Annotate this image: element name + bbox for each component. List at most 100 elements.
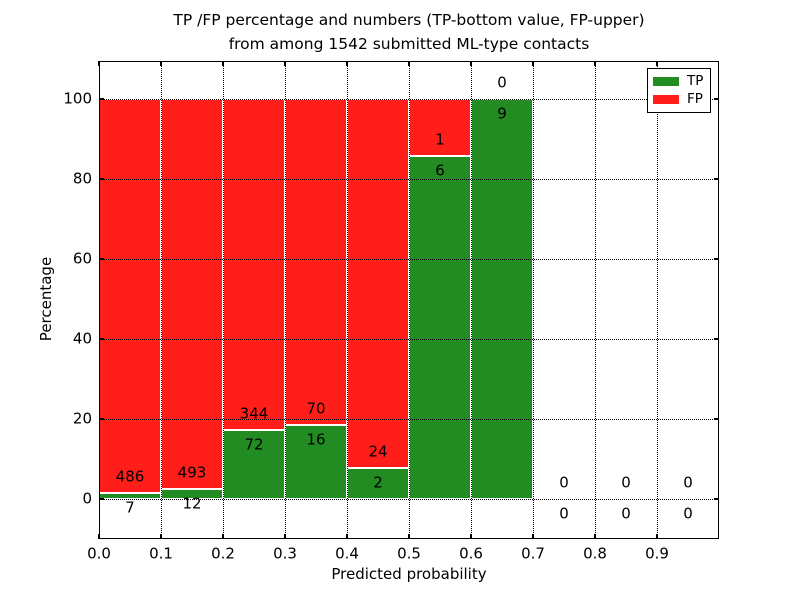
x-tick-top-0.9 — [656, 61, 658, 66]
legend-label-fp: FP — [687, 90, 703, 107]
x-tick-label-0.9: 0.9 — [645, 544, 669, 563]
gridline-vertical-0.6 — [470, 61, 472, 539]
legend-swatch-fp — [653, 94, 679, 104]
x-tick-top-0.6 — [470, 61, 472, 66]
plot-area: TP FP 486 7 493 12 344 72 70 16 24 2 1 6 0 9 0 0 0 0 0 0 — [98, 61, 719, 539]
fp-count-label-0.8-0.9: 0 — [621, 473, 631, 492]
x-tick-bottom-0.9 — [656, 534, 658, 539]
gridline-vertical-0.3 — [284, 61, 286, 539]
fp-count-label-0.2-0.3: 344 — [239, 404, 269, 423]
legend-item-fp: FP — [653, 90, 705, 107]
legend-swatch-tp — [653, 77, 679, 87]
y-tick-left-60 — [99, 258, 104, 260]
fp-count-label-0.7-0.8: 0 — [559, 473, 569, 492]
tp-count-label-0.0-0.1: 7 — [125, 498, 135, 517]
x-tick-label-0.1: 0.1 — [149, 544, 173, 563]
x-tick-bottom-0.6 — [470, 534, 472, 539]
x-tick-top-0.8 — [594, 61, 596, 66]
x-tick-top-0.7 — [532, 61, 534, 66]
x-tick-top-0.5 — [408, 61, 410, 66]
x-tick-label-0.4: 0.4 — [335, 544, 359, 563]
fp-count-label-0.4-0.5: 24 — [368, 442, 388, 461]
x-tick-top-0.4 — [346, 61, 348, 66]
x-tick-label-0.0: 0.0 — [87, 544, 111, 563]
tp-count-label-0.7-0.8: 0 — [559, 504, 569, 523]
y-tick-left-40 — [99, 338, 104, 340]
y-tick-right-20 — [714, 418, 719, 420]
y-tick-label-20: 20 — [72, 409, 92, 428]
x-tick-label-0.5: 0.5 — [397, 544, 421, 563]
x-tick-bottom-0.8 — [594, 534, 596, 539]
x-tick-label-0.8: 0.8 — [583, 544, 607, 563]
tp-count-label-0.5-0.6: 6 — [435, 161, 445, 180]
tp-count-label-0.1-0.2: 12 — [182, 494, 202, 513]
x-tick-bottom-0.3 — [284, 534, 286, 539]
x-tick-bottom-0.1 — [160, 534, 162, 539]
tp-count-label-0.4-0.5: 2 — [373, 473, 383, 492]
x-tick-top-0.3 — [284, 61, 286, 66]
x-tick-top-0.1 — [160, 61, 162, 66]
y-tick-left-80 — [99, 178, 104, 180]
bar-fp-0.0-0.1 — [99, 99, 161, 494]
y-tick-left-0 — [99, 498, 104, 500]
tp-count-label-0.6-0.7: 9 — [497, 104, 507, 123]
tp-count-label-0.3-0.4: 16 — [306, 430, 326, 449]
tp-count-label-0.2-0.3: 72 — [244, 435, 264, 454]
y-tick-left-20 — [99, 418, 104, 420]
x-axis-label: Predicted probability — [331, 565, 487, 583]
gridline-vertical-0.5 — [408, 61, 410, 539]
fp-count-label-0.6-0.7: 0 — [497, 73, 507, 92]
gridline-vertical-0.2 — [222, 61, 224, 539]
fp-count-label-0.9-1.0: 0 — [683, 473, 693, 492]
x-tick-bottom-0.5 — [408, 534, 410, 539]
x-tick-label-0.7: 0.7 — [521, 544, 545, 563]
x-tick-bottom-0.4 — [346, 534, 348, 539]
bar-tp-0.3-0.4 — [285, 424, 347, 499]
y-tick-label-0: 0 — [82, 489, 92, 508]
fp-count-label-0.1-0.2: 493 — [177, 463, 207, 482]
legend: TP FP — [647, 68, 711, 113]
fp-count-label-0.5-0.6: 1 — [435, 130, 445, 149]
x-tick-label-0.3: 0.3 — [273, 544, 297, 563]
y-tick-right-100 — [714, 98, 719, 100]
y-tick-label-40: 40 — [72, 329, 92, 348]
bar-tp-0.6-0.7 — [471, 99, 533, 499]
tp-count-label-0.9-1.0: 0 — [683, 504, 693, 523]
gridline-vertical-0.9 — [656, 61, 658, 539]
fp-count-label-0.3-0.4: 70 — [306, 399, 326, 418]
x-tick-top-0.0 — [98, 61, 100, 66]
tp-count-label-0.8-0.9: 0 — [621, 504, 631, 523]
fp-count-label-0.0-0.1: 486 — [115, 467, 145, 486]
y-tick-label-100: 100 — [63, 89, 92, 108]
bar-tp-0.5-0.6 — [409, 156, 471, 499]
bar-fp-0.4-0.5 — [347, 99, 409, 469]
gridline-vertical-0.1 — [160, 61, 162, 539]
chart-title-line1: TP /FP percentage and numbers (TP-bottom… — [173, 11, 645, 29]
y-tick-label-80: 80 — [72, 169, 92, 188]
y-tick-right-80 — [714, 178, 719, 180]
x-tick-bottom-0.2 — [222, 534, 224, 539]
bar-fp-0.1-0.2 — [161, 99, 223, 490]
gridline-vertical-0.7 — [532, 61, 534, 539]
x-tick-bottom-0.0 — [98, 534, 100, 539]
x-tick-label-0.6: 0.6 — [459, 544, 483, 563]
x-tick-top-0.2 — [222, 61, 224, 66]
bar-fp-0.2-0.3 — [223, 99, 285, 430]
y-axis-label: Percentage — [37, 256, 55, 342]
gridline-vertical-0.8 — [594, 61, 596, 539]
chart-title: TP /FP percentage and numbers (TP-bottom… — [99, 8, 719, 56]
legend-item-tp: TP — [653, 73, 705, 89]
y-tick-left-100 — [99, 98, 104, 100]
y-tick-right-0 — [714, 498, 719, 500]
gridline-vertical-0.4 — [346, 61, 348, 539]
bar-fp-0.3-0.4 — [285, 99, 347, 425]
y-tick-right-60 — [714, 258, 719, 260]
x-tick-label-0.2: 0.2 — [211, 544, 235, 563]
x-tick-bottom-0.7 — [532, 534, 534, 539]
y-tick-right-40 — [714, 338, 719, 340]
chart-title-line2: from among 1542 submitted ML-type contac… — [228, 35, 590, 53]
bar-tp-0.4-0.5 — [347, 468, 409, 499]
y-tick-label-60: 60 — [72, 249, 92, 268]
legend-label-tp: TP — [687, 73, 704, 89]
